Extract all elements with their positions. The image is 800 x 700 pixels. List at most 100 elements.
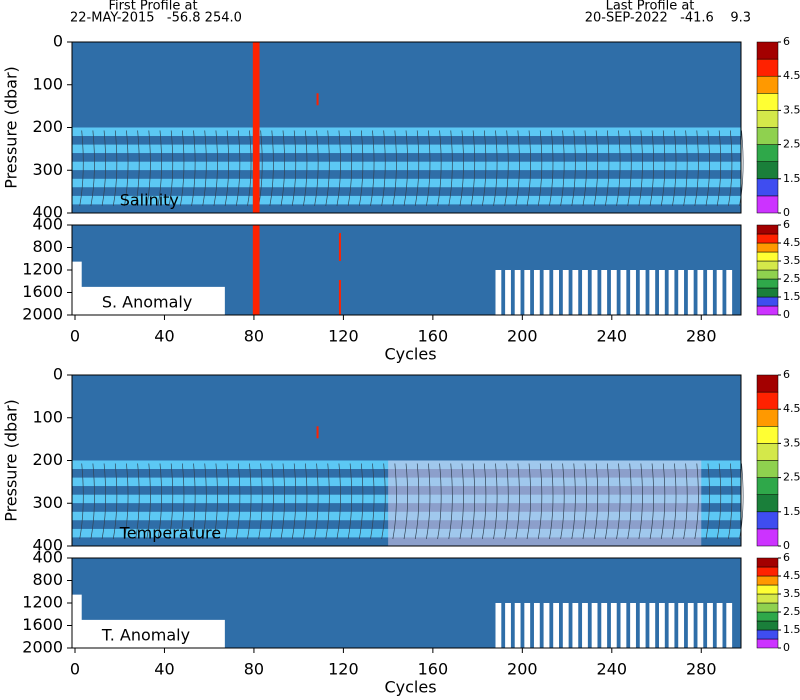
contour xyxy=(549,463,554,540)
contour xyxy=(325,130,330,207)
last-profile-info: 20-SEP-2022 -41.6 9.3 xyxy=(585,11,751,26)
contour xyxy=(571,130,576,207)
contour xyxy=(426,130,431,207)
colorbar-cell xyxy=(756,494,779,513)
field-gap xyxy=(726,603,733,648)
field-gap xyxy=(572,270,579,315)
field-spike xyxy=(316,93,319,106)
contour xyxy=(291,130,297,207)
contour xyxy=(716,463,722,540)
contour xyxy=(560,463,565,540)
colorbar-tick-label: 6 xyxy=(783,551,790,564)
field-band xyxy=(72,161,741,171)
field-gap xyxy=(639,270,646,315)
field-gap xyxy=(678,270,685,315)
contour xyxy=(157,130,162,207)
field-gap xyxy=(582,270,588,315)
field-gap xyxy=(601,603,608,648)
contour xyxy=(705,130,710,207)
field-gap xyxy=(678,603,685,648)
contour xyxy=(649,463,654,540)
field-gap xyxy=(514,603,521,648)
contour xyxy=(459,130,464,207)
contour xyxy=(358,463,364,540)
colorbar-cell xyxy=(756,557,779,568)
field-gap xyxy=(591,270,598,315)
field-gap xyxy=(649,603,656,648)
colorbar-cell xyxy=(756,477,779,495)
field-gap xyxy=(505,603,511,648)
colorbar-tick-label: 0 xyxy=(783,641,790,654)
field-band xyxy=(72,204,741,213)
x-tick-label: 160 xyxy=(418,660,449,679)
colorbar-cell xyxy=(756,593,779,604)
contour xyxy=(426,463,431,540)
contour xyxy=(213,130,218,207)
contour xyxy=(593,463,599,540)
x-tick-label: 0 xyxy=(70,327,80,346)
field-gap xyxy=(524,603,531,648)
colorbar-tick-label: 0 xyxy=(783,308,790,321)
colorbar-tick-label: 2.5 xyxy=(783,272,800,285)
y-tick-label: 100 xyxy=(32,74,63,93)
colorbar-cell xyxy=(756,511,779,530)
field-gap xyxy=(533,270,540,315)
colorbar-cell xyxy=(756,305,779,316)
y-tick-label: 200 xyxy=(32,117,63,136)
colorbar-tick-label: 3.5 xyxy=(783,254,800,267)
contour xyxy=(672,463,677,540)
contour xyxy=(593,130,599,207)
contour xyxy=(90,463,95,540)
x-tick-label: 200 xyxy=(507,327,538,346)
colorbar-cell xyxy=(756,269,779,280)
contour xyxy=(191,463,196,540)
x-tick-label: 120 xyxy=(328,660,359,679)
field-spike xyxy=(252,225,260,315)
contour xyxy=(638,130,643,207)
colorbar-cell xyxy=(756,629,779,640)
contour xyxy=(437,130,442,207)
y-tick-label: 0 xyxy=(53,365,63,384)
contour xyxy=(280,463,285,540)
y-tick-label: 1200 xyxy=(22,260,63,279)
colorbar-cell xyxy=(756,584,779,595)
contour xyxy=(135,463,140,540)
y-tick-label: 200 xyxy=(32,450,63,469)
field-gap xyxy=(697,270,704,315)
colorbar-tick-label: 3.5 xyxy=(783,436,800,449)
contour xyxy=(235,130,241,207)
y-tick-label: 1600 xyxy=(22,615,63,634)
contour xyxy=(493,463,498,540)
colorbar-cell xyxy=(756,161,779,180)
field-spike xyxy=(316,426,319,439)
y-tick-label: 0 xyxy=(53,32,63,51)
field-gap xyxy=(658,270,665,315)
colorbar-cell xyxy=(756,127,779,145)
field-gap xyxy=(495,603,502,648)
contour xyxy=(470,463,476,540)
contour xyxy=(582,463,587,540)
colorbar-cell xyxy=(756,566,779,577)
colorbar-tick-label: 6 xyxy=(783,35,790,48)
field-spike xyxy=(338,233,341,261)
contour xyxy=(504,463,509,540)
field-gap xyxy=(524,270,531,315)
contour xyxy=(269,463,274,540)
contour xyxy=(90,130,95,207)
contour xyxy=(202,130,207,207)
field-gap xyxy=(601,270,608,315)
contour xyxy=(314,130,319,207)
contour xyxy=(470,130,476,207)
x-tick-label: 240 xyxy=(597,327,628,346)
field-gap xyxy=(630,270,636,315)
contour xyxy=(481,130,487,207)
y-tick-label: 1600 xyxy=(22,282,63,301)
y-tick-label: 400 xyxy=(32,548,63,567)
contour xyxy=(157,463,162,540)
contour xyxy=(247,463,252,540)
field-gap xyxy=(553,603,560,648)
contour xyxy=(649,130,654,207)
contour xyxy=(414,463,420,540)
contour xyxy=(235,463,241,540)
y-axis-label: Pressure (dbar) xyxy=(2,66,21,189)
